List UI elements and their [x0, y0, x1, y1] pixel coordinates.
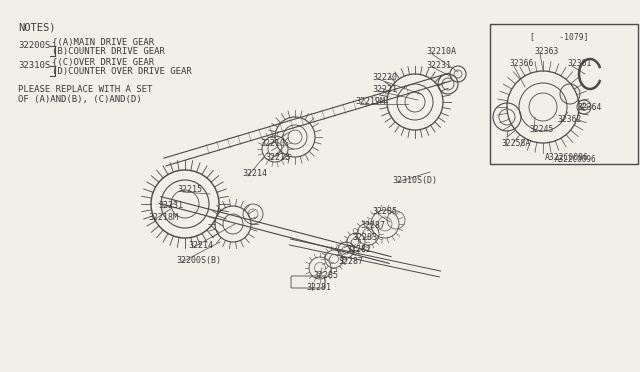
Text: A322C0096: A322C0096 — [545, 153, 589, 161]
Text: 32364: 32364 — [578, 103, 602, 112]
Text: 32363: 32363 — [535, 48, 559, 57]
Text: 32218M: 32218M — [148, 214, 178, 222]
Bar — [490, 24, 638, 164]
Text: 32310S: 32310S — [18, 61, 51, 70]
Text: 32258A: 32258A — [502, 140, 531, 148]
Text: 32287: 32287 — [338, 257, 363, 266]
Text: {(C)OVER DRIVE GEAR: {(C)OVER DRIVE GEAR — [52, 57, 154, 66]
Text: {(A)MAIN DRIVE GEAR: {(A)MAIN DRIVE GEAR — [52, 37, 154, 46]
Text: (D)COUNTER OVER DRIVE GEAR: (D)COUNTER OVER DRIVE GEAR — [52, 67, 192, 76]
Text: 32200S: 32200S — [18, 41, 51, 50]
Text: OF (A)AND(B), (C)AND(D): OF (A)AND(B), (C)AND(D) — [18, 95, 141, 104]
Text: (B)COUNTER DRIVE GEAR: (B)COUNTER DRIVE GEAR — [52, 47, 165, 56]
Text: 32362: 32362 — [558, 115, 582, 125]
Text: 32310S(D): 32310S(D) — [392, 176, 437, 185]
Text: 32287: 32287 — [360, 221, 385, 230]
Text: 32281: 32281 — [306, 283, 331, 292]
Text: 32231: 32231 — [158, 202, 183, 211]
Text: 32200S(B): 32200S(B) — [176, 256, 221, 264]
Text: 32231: 32231 — [426, 61, 451, 70]
Text: [     -1079]: [ -1079] — [530, 32, 589, 42]
Text: 32210: 32210 — [260, 140, 285, 148]
Text: 32361: 32361 — [568, 60, 593, 68]
Text: 32285: 32285 — [372, 208, 397, 217]
Text: 32214: 32214 — [188, 241, 213, 250]
Text: 32366: 32366 — [510, 60, 534, 68]
Text: 32245: 32245 — [530, 125, 554, 135]
Text: 32210A: 32210A — [426, 48, 456, 57]
Text: 32213: 32213 — [265, 154, 290, 163]
Text: 32215: 32215 — [177, 186, 202, 195]
Text: 32214: 32214 — [242, 170, 267, 179]
Text: 32285: 32285 — [313, 270, 338, 279]
Text: 32283: 32283 — [352, 232, 377, 241]
Text: 32220: 32220 — [372, 73, 397, 81]
Text: PLEASE REPLACE WITH A SET: PLEASE REPLACE WITH A SET — [18, 85, 152, 94]
Text: A322C0096: A322C0096 — [555, 154, 596, 164]
Text: NOTES): NOTES) — [18, 22, 56, 32]
Text: 32221: 32221 — [372, 84, 397, 93]
Text: 32219M: 32219M — [355, 97, 385, 106]
Text: 32282: 32282 — [346, 244, 371, 253]
